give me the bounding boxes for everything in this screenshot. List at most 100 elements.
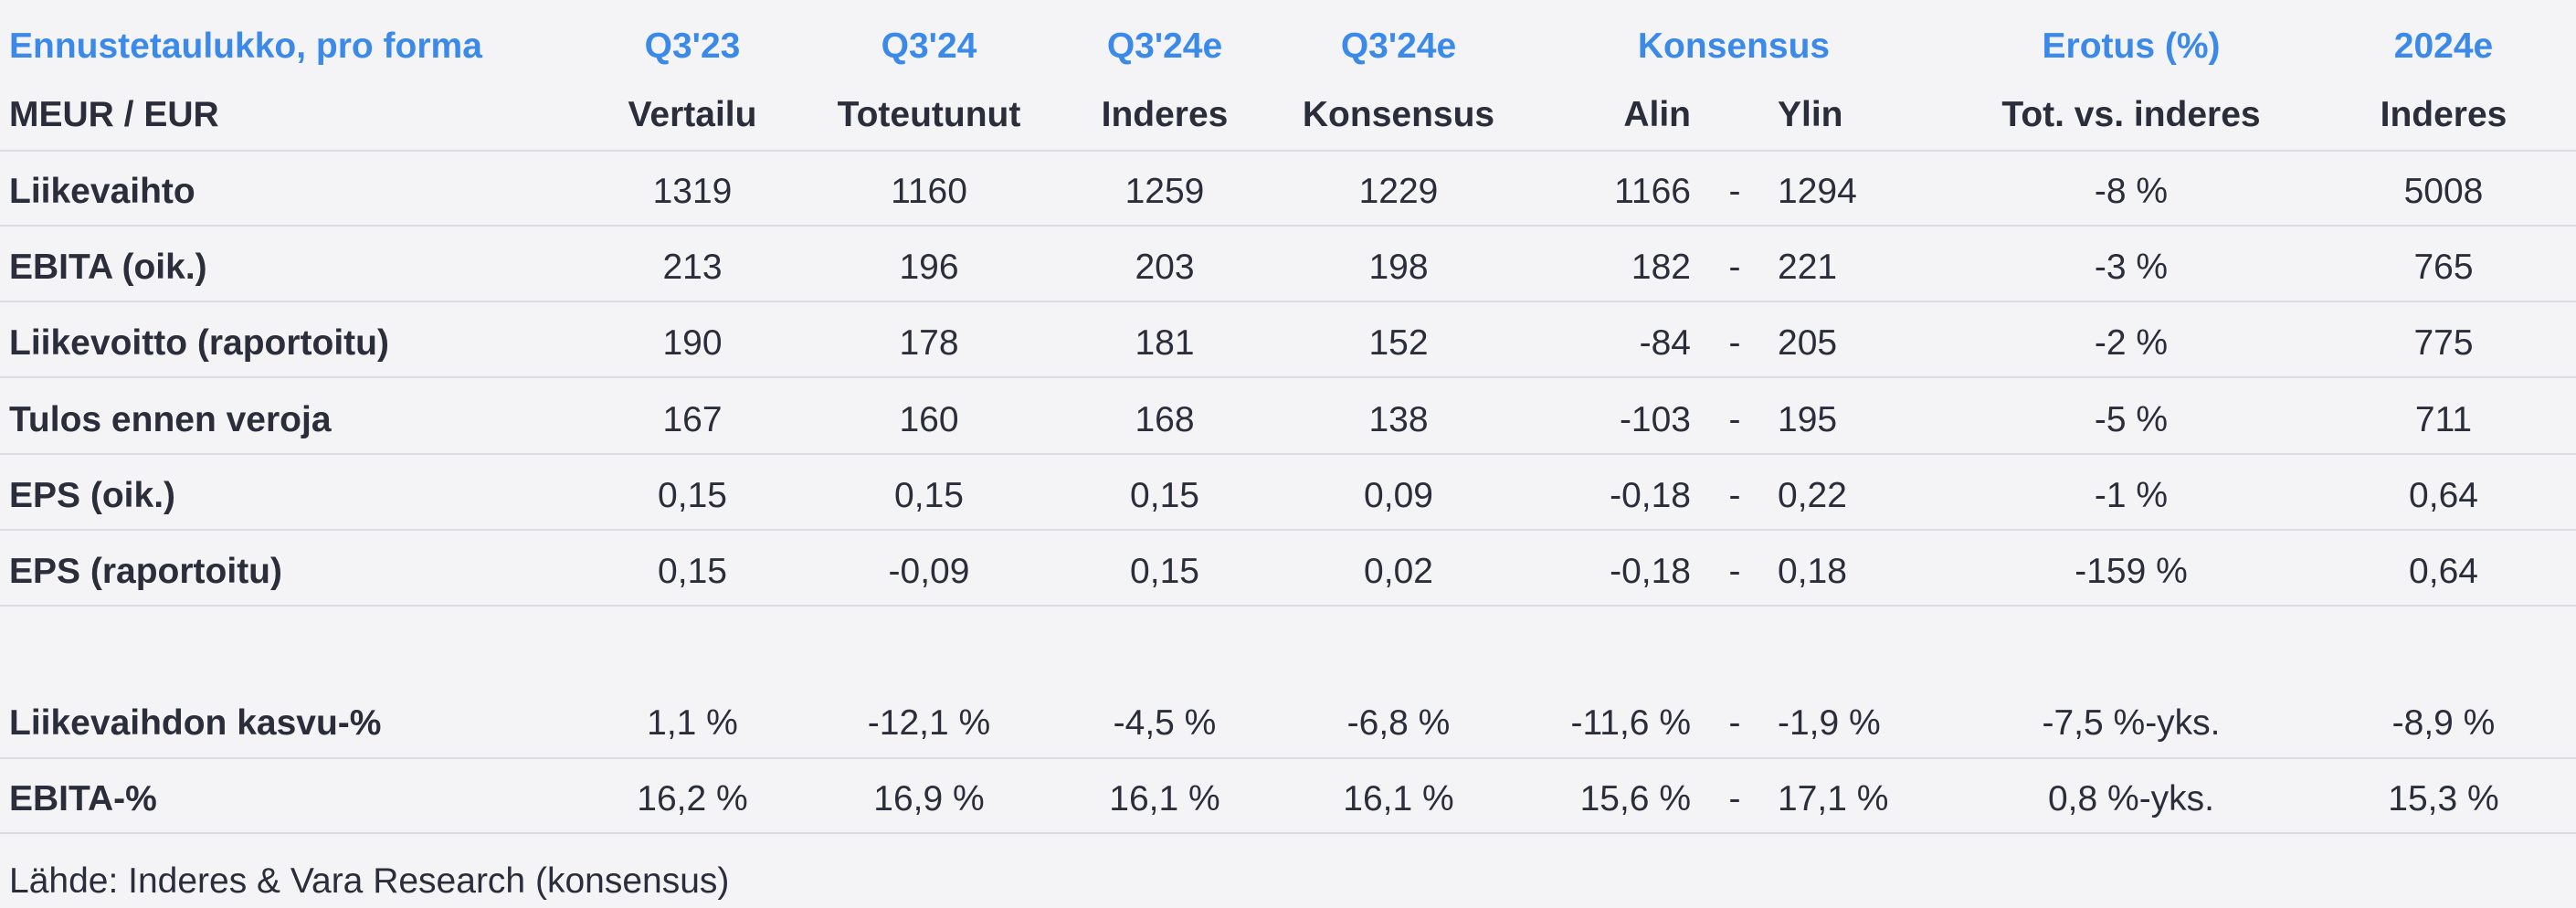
cell-difference: -159 % [2075, 552, 2188, 591]
divider [0, 150, 2576, 152]
divider [0, 376, 2576, 378]
cell-difference: -3 % [2094, 248, 2169, 287]
cell-2024e: 0,64 [2409, 552, 2478, 591]
divider [0, 832, 2576, 834]
cell-low: -0,18 [1610, 476, 1691, 515]
cell-difference: -1 % [2094, 476, 2169, 515]
cell-difference: 0,8 %-yks. [2047, 779, 2215, 818]
unit-label: MEUR / EUR [9, 95, 219, 134]
row-label: Liikevoitto (raportoitu) [9, 323, 389, 363]
cell-q3-24: -0,09 [888, 552, 970, 591]
subheader-tot-vs-inderes: Tot. vs. inderes [2001, 95, 2261, 134]
subheader-vertailu: Vertailu [628, 95, 757, 134]
cell-2024e: 711 [2414, 400, 2473, 439]
cell-2024e: 0,64 [2409, 476, 2478, 515]
cell-q3-24e-inderes: 203 [1135, 248, 1195, 287]
cell-q3-23: 190 [662, 323, 723, 363]
cell-q3-24: -12,1 % [867, 703, 991, 743]
cell-q3-24e-inderes: 181 [1135, 323, 1195, 363]
range-dash: - [1728, 476, 1741, 515]
cell-high: 0,18 [1778, 552, 1847, 591]
cell-2024e: 15,3 % [2388, 779, 2499, 818]
divider [0, 301, 2576, 302]
cell-high: 221 [1778, 248, 1838, 287]
range-dash: - [1728, 172, 1741, 211]
cell-q3-23: 0,15 [658, 476, 727, 515]
header-difference: Erotus (%) [2042, 26, 2221, 66]
cell-low: -84 [1639, 323, 1691, 363]
cell-q3-24e-consensus: 0,09 [1364, 476, 1433, 515]
range-dash: - [1728, 779, 1741, 818]
source-note: Lähde: Inderes & Vara Research (konsensu… [9, 861, 730, 901]
cell-difference: -2 % [2094, 323, 2169, 363]
subheader-inderes: Inderes [1101, 95, 1229, 134]
cell-2024e: -8,9 % [2391, 703, 2496, 743]
cell-q3-24e-consensus: 0,02 [1364, 552, 1433, 591]
header-q3-24e-consensus: Q3'24e [1340, 26, 1457, 66]
cell-difference: -7,5 %-yks. [2042, 703, 2221, 743]
cell-q3-24e-consensus: 152 [1368, 323, 1429, 363]
divider [0, 757, 2576, 759]
cell-q3-24e-consensus: 138 [1368, 400, 1429, 439]
cell-q3-23: 1,1 % [647, 703, 738, 743]
range-dash: - [1728, 703, 1741, 743]
cell-q3-24e-consensus: -6,8 % [1346, 703, 1451, 743]
row-label: Liikevaihdon kasvu-% [9, 703, 382, 743]
cell-q3-23: 16,2 % [637, 779, 748, 818]
row-label: EPS (raportoitu) [9, 552, 282, 591]
cell-low: -103 [1619, 400, 1691, 439]
cell-q3-24: 196 [899, 248, 959, 287]
cell-q3-24: 16,9 % [873, 779, 985, 818]
cell-high: 17,1 % [1778, 779, 1889, 818]
range-dash: - [1728, 248, 1741, 287]
header-q3-24e-inderes: Q3'24e [1106, 26, 1223, 66]
cell-2024e: 765 [2413, 248, 2474, 287]
cell-q3-23: 0,15 [658, 552, 727, 591]
header-consensus: Konsensus [1637, 26, 1831, 66]
subheader-toteutunut: Toteutunut [837, 95, 1021, 134]
cell-difference: -5 % [2094, 400, 2169, 439]
cell-q3-24: 0,15 [894, 476, 964, 515]
row-label: Tulos ennen veroja [9, 400, 332, 439]
cell-q3-24e-consensus: 198 [1368, 248, 1429, 287]
cell-high: 205 [1778, 323, 1838, 363]
divider [0, 453, 2576, 455]
cell-low: 182 [1631, 248, 1691, 287]
range-dash: - [1728, 552, 1741, 591]
cell-2024e: 5008 [2403, 172, 2484, 211]
cell-high: -1,9 % [1778, 703, 1881, 743]
cell-low: -11,6 % [1570, 703, 1691, 743]
cell-q3-24e-inderes: 1259 [1124, 172, 1205, 211]
cell-high: 195 [1778, 400, 1838, 439]
cell-q3-23: 167 [662, 400, 723, 439]
cell-q3-24e-inderes: 0,15 [1130, 476, 1199, 515]
cell-low: 1166 [1614, 172, 1691, 211]
cell-q3-23: 213 [662, 248, 723, 287]
row-label: EBITA (oik.) [9, 248, 207, 287]
divider [0, 605, 2576, 607]
cell-q3-23: 1319 [652, 172, 733, 211]
cell-difference: -8 % [2094, 172, 2169, 211]
cell-low: -0,18 [1610, 552, 1691, 591]
subheader-konsensus: Konsensus [1302, 95, 1495, 134]
row-label: EPS (oik.) [9, 476, 176, 515]
cell-low: 15,6 % [1579, 779, 1691, 818]
subheader-low: Alin [1623, 95, 1691, 134]
cell-q3-24: 178 [899, 323, 959, 363]
table-title: Ennustetaulukko, pro forma [9, 26, 482, 66]
cell-q3-24e-inderes: 0,15 [1130, 552, 1199, 591]
divider [0, 225, 2576, 227]
cell-2024e: 775 [2413, 323, 2474, 363]
cell-high: 1294 [1778, 172, 1857, 211]
cell-high: 0,22 [1778, 476, 1847, 515]
range-dash: - [1728, 400, 1741, 439]
row-label: Liikevaihto [9, 172, 195, 211]
subheader-high: Ylin [1778, 95, 1843, 134]
header-2024e: 2024e [2393, 26, 2494, 66]
divider [0, 529, 2576, 531]
subheader-inderes-2024: Inderes [2380, 95, 2507, 134]
cell-q3-24: 1160 [891, 172, 967, 211]
cell-q3-24e-inderes: 16,1 % [1109, 779, 1220, 818]
header-q3-23: Q3'23 [644, 26, 741, 66]
